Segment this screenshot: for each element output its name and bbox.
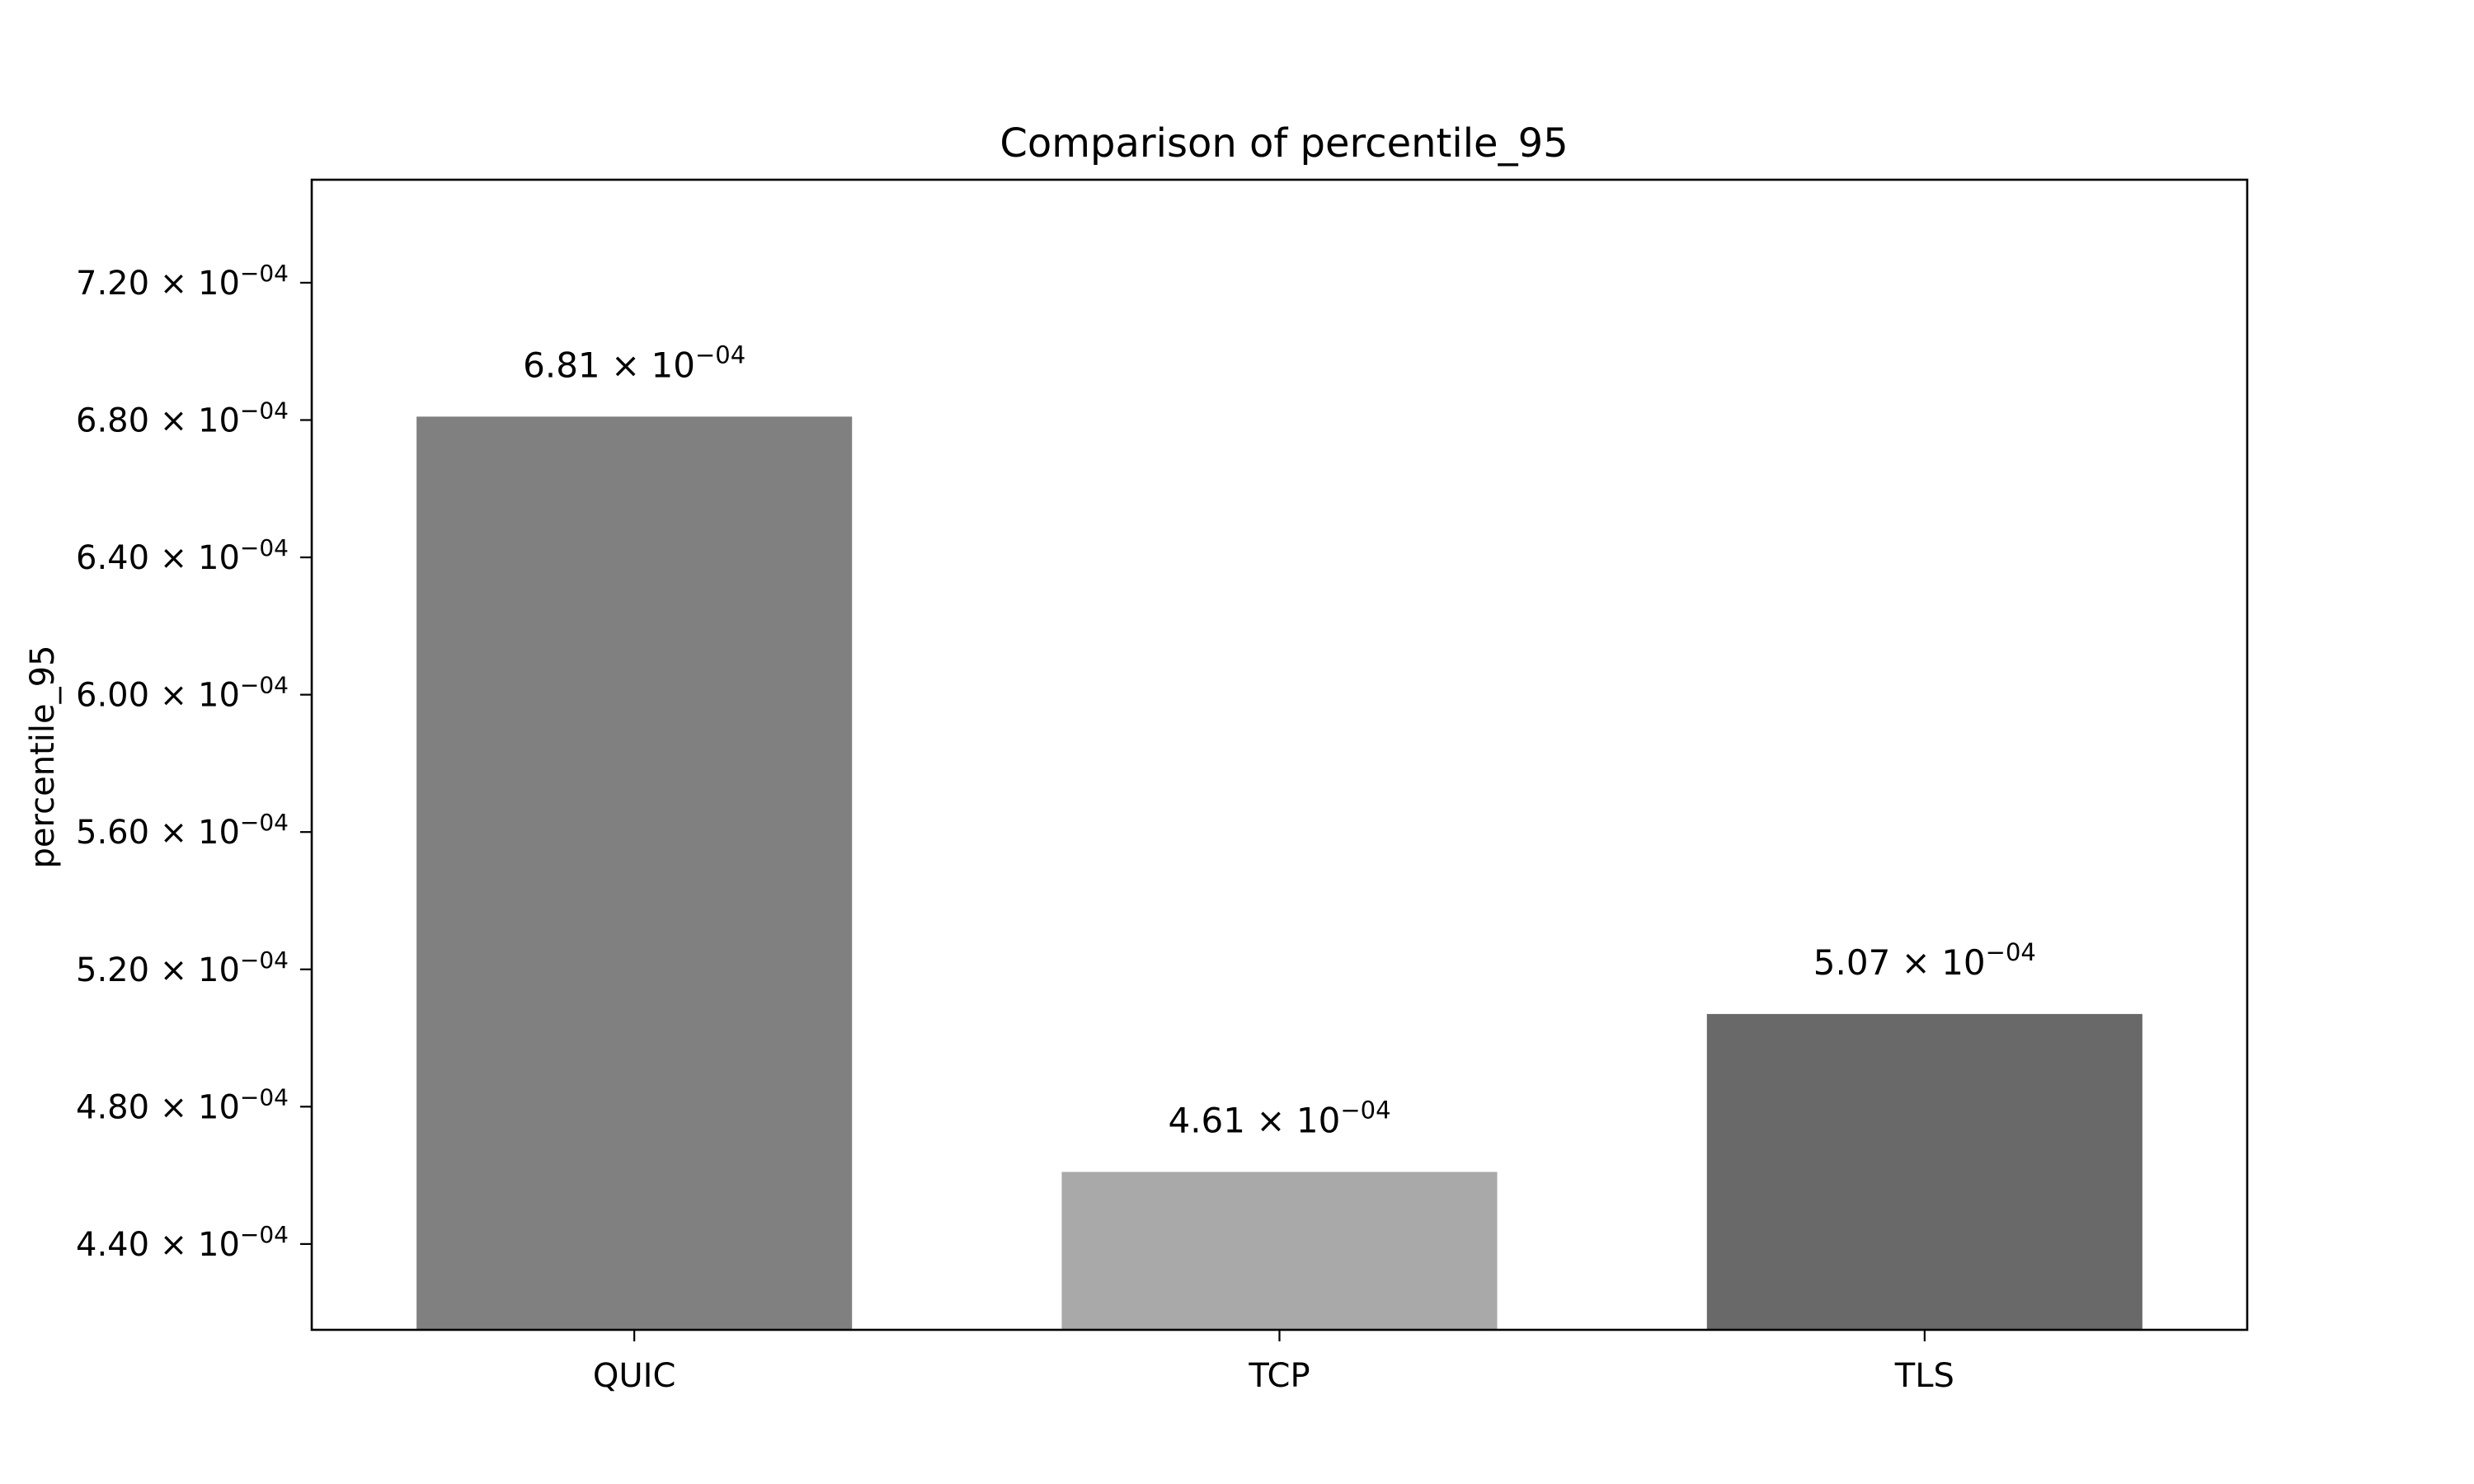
bars-group xyxy=(416,416,2142,1330)
y-tick-label-2-times: × 10 xyxy=(149,951,240,989)
y-tick-label-4: 6.00 × 10−04 xyxy=(76,672,289,715)
data-label-quic-mantissa: 6.81 xyxy=(523,345,600,385)
data-label-tls-mantissa: 5.07 xyxy=(1813,942,1891,983)
y-tick-label-5-exponent: −04 xyxy=(240,534,289,561)
y-tick-label-1-mantissa: 4.80 xyxy=(76,1088,149,1126)
y-tick-label-3: 5.60 × 10−04 xyxy=(76,809,289,852)
y-tick-label-1: 4.80 × 10−04 xyxy=(76,1083,289,1126)
x-tick-label-quic: QUIC xyxy=(593,1357,676,1395)
y-tick-label-5: 6.40 × 10−04 xyxy=(76,534,289,577)
y-tick-label-1-times: × 10 xyxy=(149,1088,240,1126)
chart-title: Comparison of percentile_95 xyxy=(999,120,1568,167)
y-tick-label-0-exponent: −04 xyxy=(240,1221,289,1248)
y-tick-label-0-times: × 10 xyxy=(149,1226,240,1264)
bar-tcp xyxy=(1061,1172,1498,1330)
y-tick-label-0: 4.40 × 10−04 xyxy=(76,1221,289,1264)
y-tick-label-2-exponent: −04 xyxy=(240,946,289,974)
data-label-quic-exponent: −04 xyxy=(695,340,745,369)
y-tick-label-4-times: × 10 xyxy=(149,677,240,715)
y-tick-label-6-mantissa: 6.80 xyxy=(76,402,149,439)
data-label-tls-exponent: −04 xyxy=(1986,938,2036,966)
y-tick-label-5-times: × 10 xyxy=(149,539,240,577)
y-tick-label-7-times: × 10 xyxy=(149,265,240,303)
y-axis-label: percentile_95 xyxy=(24,646,62,869)
data-label-tcp-exponent: −04 xyxy=(1340,1096,1390,1124)
y-tick-label-7-mantissa: 7.20 xyxy=(76,265,149,303)
y-tick-label-0-mantissa: 4.40 xyxy=(76,1226,149,1264)
plot-frame xyxy=(310,178,2249,1331)
bar-tls xyxy=(1706,1013,2142,1330)
y-tick-label-3-exponent: −04 xyxy=(240,809,289,836)
data-label-quic-times: × 10 xyxy=(600,345,695,385)
y-tick-label-1-exponent: −04 xyxy=(240,1083,289,1111)
y-tick-label-7: 7.20 × 10−04 xyxy=(76,260,289,303)
y-tick-label-3-times: × 10 xyxy=(149,814,240,852)
y-tick-label-2: 5.20 × 10−04 xyxy=(76,946,289,989)
data-label-tcp: 4.61 × 10−04 xyxy=(1168,1096,1390,1140)
y-tick-label-4-exponent: −04 xyxy=(240,672,289,699)
y-tick-label-2-mantissa: 5.20 xyxy=(76,951,149,989)
data-labels-group: 6.81 × 10−044.61 × 10−045.07 × 10−04 xyxy=(523,340,2036,1140)
data-label-quic: 6.81 × 10−04 xyxy=(523,340,745,385)
y-tick-label-6-exponent: −04 xyxy=(240,397,289,424)
data-label-tls-times: × 10 xyxy=(1890,942,1985,983)
y-tick-label-4-mantissa: 6.00 xyxy=(76,677,149,715)
y-tick-label-3-mantissa: 5.60 xyxy=(76,814,149,852)
data-label-tls: 5.07 × 10−04 xyxy=(1813,938,2036,983)
data-label-tcp-times: × 10 xyxy=(1245,1100,1340,1140)
y-tick-label-6-times: × 10 xyxy=(149,402,240,439)
data-label-tcp-mantissa: 4.61 xyxy=(1168,1100,1245,1140)
y-tick-label-5-mantissa: 6.40 xyxy=(76,539,149,577)
bar-quic xyxy=(416,416,853,1330)
x-tick-label-tcp: TCP xyxy=(1248,1357,1310,1395)
y-tick-label-7-exponent: −04 xyxy=(240,260,289,287)
y-tick-label-6: 6.80 × 10−04 xyxy=(76,397,289,439)
x-tick-label-tls: TLS xyxy=(1894,1357,1954,1395)
